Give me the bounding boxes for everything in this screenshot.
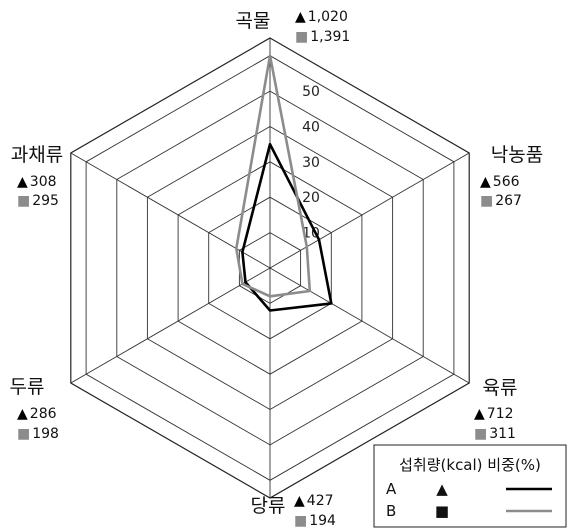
kcal-number: 1,391 (310, 29, 350, 45)
category-group-두류: 두류▲ 286■ 198 (10, 376, 59, 442)
category-group-당류: 당류 ▲ 427■ 194 (251, 493, 337, 529)
category-group-곡물: 곡물 ▲ 1,020■ 1,391 (236, 9, 351, 45)
marker-A: ▲ (295, 9, 306, 25)
kcal-number: 295 (32, 193, 59, 209)
marker-B: ■ (17, 193, 30, 209)
kcal-value-B: ■ 1,391 (295, 29, 350, 45)
kcal-value-B: ■ 295 (17, 193, 59, 209)
marker-A: ▲ (17, 174, 28, 190)
category-label: 낙농품 (491, 144, 543, 166)
kcal-number: 198 (32, 426, 59, 442)
category-label: 육류 (483, 377, 518, 399)
kcal-value-B: ■ 311 (474, 426, 516, 442)
grid-spoke (269, 267, 470, 384)
kcal-value-A: ▲ 712 (474, 406, 514, 422)
kcal-value-B: ■ 194 (294, 513, 336, 529)
legend-rows: A ▲ B ■ (386, 480, 552, 520)
tick-label: 40 (302, 119, 320, 135)
tick-label: 30 (302, 155, 320, 171)
category-label: 곡물 (236, 10, 271, 32)
legend-box (373, 444, 567, 528)
category-group-낙농품: 낙농품▲ 566■ 267 (480, 144, 543, 209)
radial-tick-labels: 10 20 30 40 50 (302, 84, 320, 242)
kcal-value-A: ▲ 1,020 (295, 9, 348, 25)
legend: 섭취량(kcal) 비중(%) A ▲ B ■ (373, 444, 567, 528)
grid-spoke (70, 267, 271, 384)
category-group-육류: 육류▲ 712■ 311 (474, 377, 517, 442)
kcal-value-A: ▲ 566 (480, 174, 520, 190)
kcal-value-B: ■ 267 (480, 193, 522, 209)
kcal-value-A: ▲ 427 (294, 493, 334, 509)
category-label: 두류 (10, 376, 45, 398)
radar-series (235, 54, 333, 312)
kcal-number: 712 (487, 406, 514, 422)
legend-series-name: B (386, 502, 396, 520)
grid-spoke (269, 152, 470, 269)
kcal-number: 194 (309, 513, 336, 529)
marker-B: ■ (480, 193, 493, 209)
marker-B: ■ (474, 426, 487, 442)
radar-grid (70, 37, 470, 499)
kcal-value-A: ▲ 308 (17, 174, 57, 190)
legend-series-name: A (386, 480, 397, 498)
marker-A: ▲ (17, 406, 28, 422)
legend-title: 섭취량(kcal) 비중(%) (399, 456, 541, 474)
tick-label: 10 (302, 226, 320, 242)
marker-B: ■ (17, 426, 30, 442)
category-label: 과채류 (11, 144, 63, 166)
grid-spoke (70, 152, 271, 269)
marker-B: ■ (294, 513, 307, 529)
series-line-A (241, 142, 333, 312)
marker-A: ▲ (294, 493, 305, 509)
kcal-value-B: ■ 198 (17, 426, 59, 442)
kcal-number: 311 (489, 426, 516, 442)
kcal-value-A: ▲ 286 (17, 406, 57, 422)
series-line-B (235, 54, 312, 298)
kcal-number: 286 (30, 406, 57, 422)
tick-label: 50 (302, 84, 320, 100)
kcal-number: 427 (307, 493, 334, 509)
marker-A: ▲ (480, 174, 491, 190)
legend-marker: ■ (435, 502, 449, 520)
kcal-number: 566 (493, 174, 520, 190)
legend-marker: ▲ (436, 480, 448, 498)
tick-label: 20 (302, 190, 320, 206)
marker-A: ▲ (474, 406, 485, 422)
kcal-number: 267 (495, 193, 522, 209)
marker-B: ■ (295, 29, 308, 45)
kcal-number: 1,020 (308, 9, 348, 25)
category-label: 당류 (251, 495, 286, 517)
category-group-과채류: 과채류▲ 308■ 295 (11, 144, 63, 209)
kcal-number: 308 (30, 174, 57, 190)
